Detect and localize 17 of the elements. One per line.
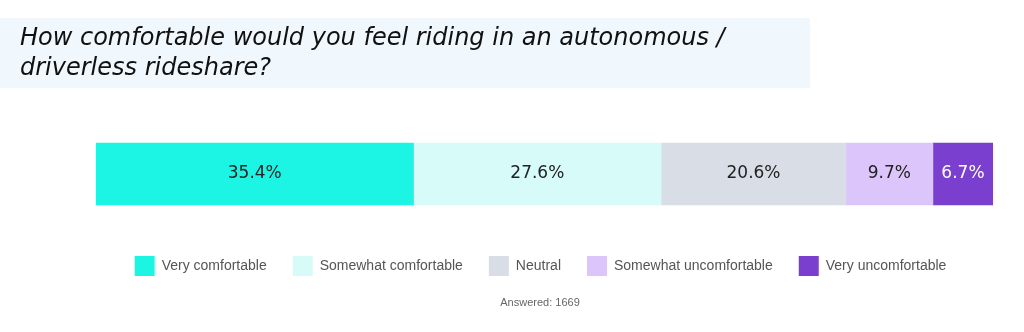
bar: [660, 142, 847, 206]
data-label: 20.6%: [726, 162, 781, 183]
bar: [96, 142, 414, 206]
legend-label: Very uncomfortable: [825, 256, 947, 273]
bar: [413, 142, 662, 206]
legend-label: Neutral: [515, 256, 561, 273]
bar: [845, 142, 934, 206]
chart-title: How comfortable would you feel riding in an autonomous / driverless rideshare?: [0, 18, 810, 88]
bar: [932, 142, 993, 206]
data-label: 9.7%: [867, 162, 911, 183]
data-label: 6.7%: [941, 162, 985, 183]
text: Answered: 1669: [499, 296, 581, 308]
legend-label: Very comfortable: [161, 256, 267, 273]
legend-label: Somewhat uncomfortable: [613, 256, 773, 273]
legend-label: Somewhat comfortable: [319, 256, 464, 273]
data-label: 35.4%: [227, 162, 282, 183]
data-label: 27.6%: [510, 162, 565, 183]
